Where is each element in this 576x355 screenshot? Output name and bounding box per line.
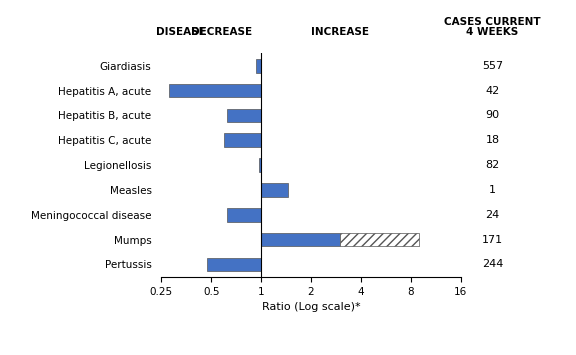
Text: DECREASE: DECREASE	[191, 27, 252, 37]
Bar	[256, 59, 261, 72]
Text: 18: 18	[486, 135, 499, 145]
Bar	[340, 233, 419, 246]
X-axis label: Ratio (Log scale)*: Ratio (Log scale)*	[262, 302, 361, 312]
Bar	[224, 133, 261, 147]
Bar	[261, 233, 340, 246]
Text: 24: 24	[486, 210, 499, 220]
Bar	[169, 84, 261, 97]
Bar	[259, 158, 261, 172]
Text: CASES CURRENT: CASES CURRENT	[444, 17, 541, 27]
Text: 171: 171	[482, 235, 503, 245]
Text: 4 WEEKS: 4 WEEKS	[467, 27, 518, 37]
Text: 1: 1	[489, 185, 496, 195]
Bar	[207, 258, 261, 271]
Text: 557: 557	[482, 61, 503, 71]
Text: 90: 90	[486, 110, 499, 120]
Text: DISEASE: DISEASE	[156, 27, 205, 37]
Bar	[227, 208, 261, 222]
Text: 82: 82	[486, 160, 499, 170]
Text: 42: 42	[486, 86, 499, 95]
Bar	[261, 183, 288, 197]
Text: INCREASE: INCREASE	[311, 27, 369, 37]
Text: 244: 244	[482, 260, 503, 269]
Bar	[227, 109, 261, 122]
